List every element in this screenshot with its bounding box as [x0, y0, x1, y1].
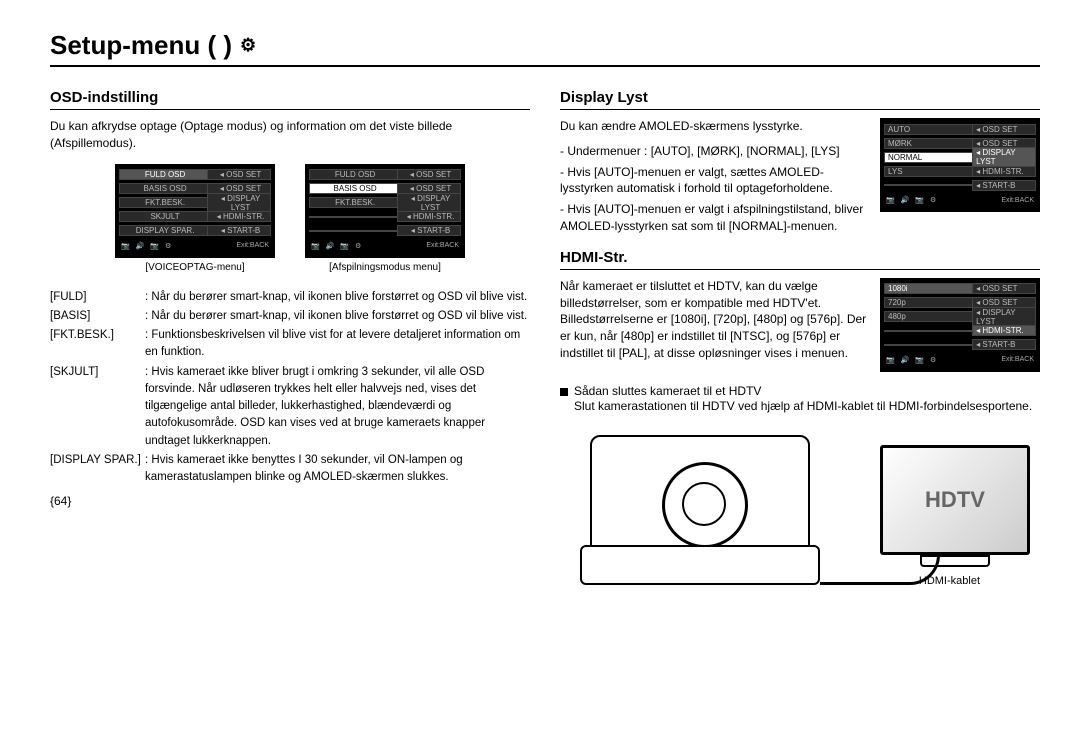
gear-icon: ⚙ — [240, 35, 256, 56]
voiceoptag-menu: FULD OSD◂ OSD SETBASIS OSD◂ OSD SETFKT.B… — [115, 164, 275, 258]
menu1-caption: [VOICEOPTAG-menu] — [115, 262, 275, 273]
page-number: {64} — [50, 494, 530, 508]
hdmi-menu: 1080i◂ OSD SET720p◂ OSD SET480p◂ DISPLAY… — [880, 278, 1040, 372]
menu2-caption: [Afspilningsmodus menu] — [305, 262, 465, 273]
dock-icon — [580, 545, 820, 585]
def-body: Funktionsbeskrivelsen vil blive vist for… — [145, 327, 530, 362]
square-bullet-icon — [560, 388, 568, 396]
tv-stand-icon — [920, 555, 990, 567]
hdmi-heading: HDMI-Str. — [560, 249, 1040, 270]
definitions-table: [FULD]Når du berører smart-knap, vil iko… — [50, 289, 530, 487]
page-title: Setup-menu ( ) ⚙ — [50, 30, 1040, 67]
hdmi-bullet-title: Sådan sluttes kameraet til et HDTV — [574, 384, 761, 398]
hdtv-icon: HDTV — [880, 445, 1030, 555]
tv-label: HDTV — [925, 487, 985, 513]
display-lyst-menu: AUTO◂ OSD SETMØRK◂ OSD SETNORMAL◂ DISPLA… — [880, 118, 1040, 212]
connection-diagram: HDTV HDMI-kablet — [560, 425, 1040, 595]
cable-label: HDMI-kablet — [919, 575, 980, 587]
left-column: OSD-indstilling Du kan afkrydse optage (… — [50, 79, 530, 595]
def-body: Hvis kameraet ikke benyttes I 30 sekunde… — [145, 452, 530, 487]
right-column: Display Lyst AUTO◂ OSD SETMØRK◂ OSD SETN… — [560, 79, 1040, 595]
def-term: [FKT.BESK.] — [50, 327, 145, 362]
def-body: Hvis kameraet ikke bliver brugt i omkrin… — [145, 364, 530, 450]
def-body: Når du berører smart-knap, vil ikonen bl… — [145, 289, 530, 306]
osd-heading: OSD-indstilling — [50, 89, 530, 110]
hdmi-bullet: Sådan sluttes kameraet til et HDTV — [560, 384, 1040, 398]
page-title-text: Setup-menu ( ) — [50, 30, 232, 61]
def-term: [FULD] — [50, 289, 145, 306]
def-body: Når du berører smart-knap, vil ikonen bl… — [145, 308, 530, 325]
def-term: [DISPLAY SPAR.] — [50, 452, 145, 487]
osd-intro: Du kan afkrydse optage (Optage modus) og… — [50, 118, 530, 152]
display-lyst-heading: Display Lyst — [560, 89, 1040, 110]
def-term: [BASIS] — [50, 308, 145, 325]
hdmi-bullet-body: Slut kamerastationen til HDTV ved hjælp … — [574, 398, 1040, 415]
playback-menu: FULD OSD◂ OSD SETBASIS OSD◂ OSD SETFKT.B… — [305, 164, 465, 258]
def-term: [SKJULT] — [50, 364, 145, 450]
